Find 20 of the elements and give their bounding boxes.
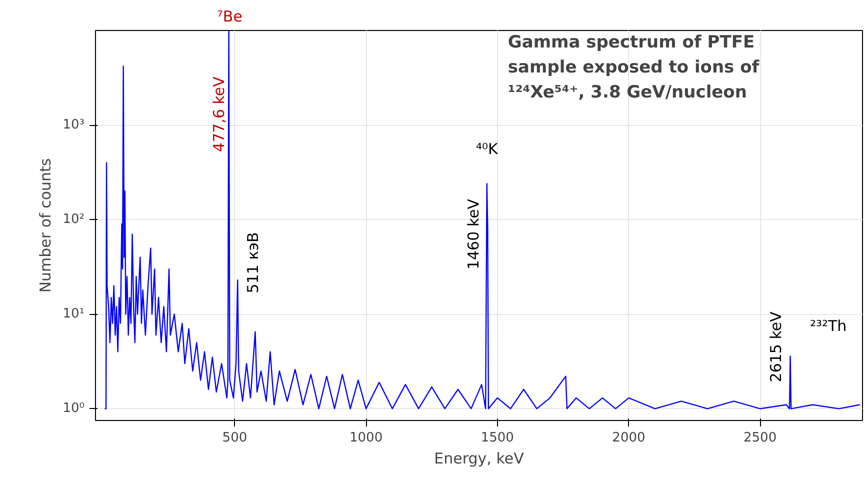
y-axis-title: Number of counts bbox=[36, 158, 55, 293]
annotation: 1460 keV bbox=[464, 198, 483, 270]
x-tick-label: 500 bbox=[222, 430, 248, 446]
x-tick-label: 2000 bbox=[612, 430, 646, 446]
annotation: 511 кэВ bbox=[244, 232, 262, 294]
x-axis-title: Energy, keV bbox=[434, 450, 525, 468]
line-series bbox=[104, 30, 860, 410]
y-tick-label: 10² bbox=[62, 212, 85, 228]
x-tick-label: 2500 bbox=[744, 430, 777, 446]
y-tick-label: 10⁰ bbox=[62, 401, 85, 416]
text: Gamma spectrum of PTFE sample exposed to ions of ¹²⁴Xe⁵⁴⁺, 3.8 GeV/nucleon bbox=[508, 32, 760, 103]
x-tick-label: 1500 bbox=[480, 430, 514, 446]
text: ⁷Be bbox=[216, 8, 242, 26]
annotation: ²³²Th bbox=[810, 317, 847, 336]
annotation: ⁴⁰K bbox=[476, 140, 499, 158]
annotation: 2615 keV bbox=[766, 310, 785, 382]
annotation: 477,6 keV bbox=[210, 76, 228, 152]
y-tick-label: 10¹ bbox=[62, 306, 85, 322]
x-tick-label: 1000 bbox=[350, 430, 383, 446]
y-tick-label: 10³ bbox=[62, 118, 85, 133]
